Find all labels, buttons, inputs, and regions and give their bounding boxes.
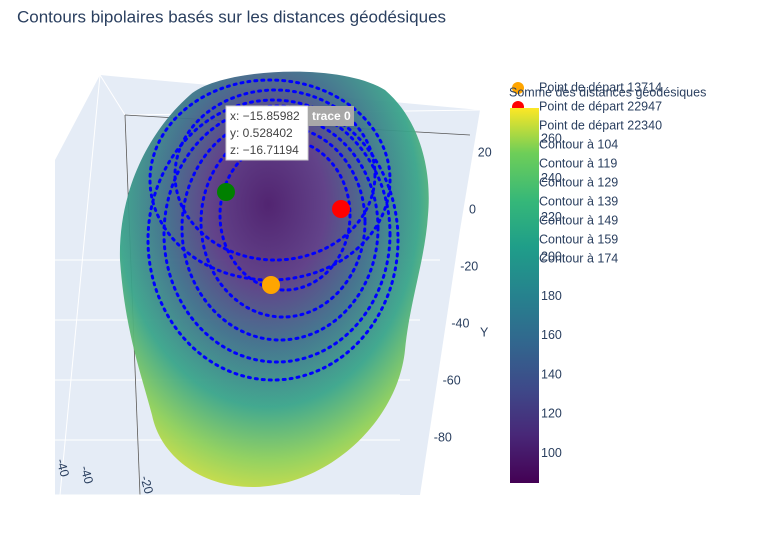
tooltip-line: x: −15.85982 [230,109,300,123]
legend-label: Contour à 139 [539,194,618,208]
legend-label: Contour à 104 [539,137,618,151]
colorbar-tick-label: 260 [541,132,562,146]
tooltip-name: trace 0 [312,109,351,123]
tooltip-box [225,105,309,161]
y-tick-label: 20 [478,145,492,159]
tooltip-line: y: 0.528402 [230,126,293,140]
x-tick-label: -20 [138,474,156,495]
legend-label: Contour à 119 [539,156,617,170]
tooltip-line: z: −16.71194 [230,143,299,157]
legend-label: Point de départ 22340 [539,118,662,132]
y-tick-label: -80 [434,430,452,444]
chart-title: Contours bipolaires basés sur les distan… [17,7,446,26]
tooltip-name-box [308,106,354,126]
z-tick-label: -40 [54,457,72,478]
y-tick-label: -40 [451,316,469,330]
start-point [262,276,280,294]
legend-label: Contour à 174 [539,251,618,265]
colorbar-ticks: 100 120 140 160 180 200 220 240 260 [541,132,562,460]
colorbar-tick-label: 180 [541,289,562,303]
legend: Point de départ 13714 Point de départ 229… [512,80,662,265]
colorbar [510,108,539,483]
legend-label: Contour à 149 [539,213,618,227]
legend-marker [512,82,524,94]
legend-label: Contour à 129 [539,175,618,189]
colorbar-tick-label: 220 [541,210,562,224]
colorbar-tick-label: 120 [541,407,562,421]
legend-label: Contour à 159 [539,232,618,246]
scene [55,71,481,496]
colorbar-tick-label: 140 [541,367,562,381]
hover-tooltip: x: −15.85982 y: 0.528402 z: −16.71194 tr… [225,105,354,161]
colorbar-title: Somme des distances géodésiques [509,85,706,99]
start-point [217,183,235,201]
start-point [332,200,350,218]
colorbar-tick-label: 200 [541,250,562,264]
x-tick-label: -40 [78,464,96,485]
colorbar-tick-label: 240 [541,171,562,185]
y-tick-label: -60 [443,373,461,387]
y-axis-title: Y [480,325,489,339]
y-tick-label: -20 [460,259,478,273]
colorbar-tick-label: 100 [541,446,562,460]
legend-label: Point de départ 22947 [539,99,662,113]
legend-label: Point de départ 13714 [539,80,662,94]
colorbar-tick-label: 160 [541,328,562,342]
y-tick-label: 0 [469,202,476,216]
